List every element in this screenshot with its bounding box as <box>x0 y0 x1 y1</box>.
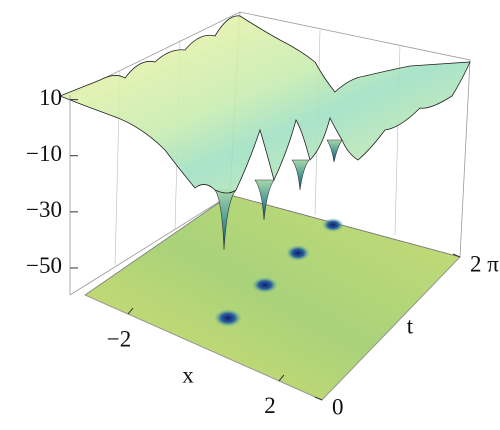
z-tick-label: −10 <box>26 141 62 166</box>
surface-sheet <box>58 15 471 194</box>
x-tick-label: 2 <box>264 393 276 418</box>
floor-density <box>84 194 461 401</box>
z-tick-label: −50 <box>26 253 62 278</box>
t-tick <box>314 396 323 401</box>
t-tick-label: 0 <box>332 394 344 419</box>
t-tick-label: 2 π <box>470 251 499 276</box>
floor-spots <box>214 218 344 327</box>
x-axis-label: x <box>182 362 194 387</box>
t-axis <box>321 256 461 401</box>
spot <box>322 218 344 232</box>
t-axis-label: t <box>407 313 414 338</box>
x-tick <box>278 374 285 382</box>
spike <box>326 139 343 163</box>
z-tick-label: 10 <box>39 85 62 110</box>
spot <box>214 309 242 327</box>
spike <box>214 189 237 251</box>
spike <box>291 159 310 191</box>
t-tick <box>452 253 461 258</box>
x-axis <box>84 294 323 401</box>
spot <box>252 277 278 293</box>
z-tick-label: −30 <box>26 197 62 222</box>
surface <box>58 15 471 251</box>
spike <box>254 179 275 221</box>
spot <box>286 245 310 261</box>
x-tick-label: −2 <box>107 326 131 351</box>
box-edge <box>69 194 231 296</box>
x-tick <box>127 307 134 315</box>
box-front <box>69 95 461 401</box>
box-edge <box>69 11 471 258</box>
